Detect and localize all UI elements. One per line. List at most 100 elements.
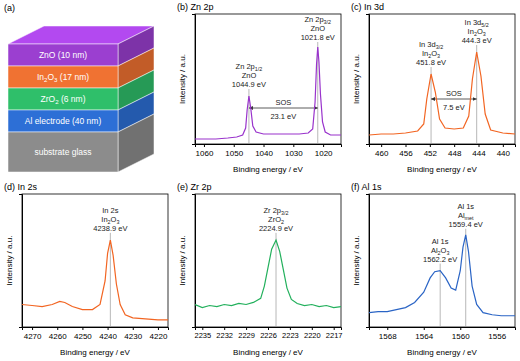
plot-frame xyxy=(195,14,341,144)
spectrum-line xyxy=(22,240,168,320)
x-tick-label: 2217 xyxy=(326,331,343,340)
peak-line xyxy=(465,229,466,327)
x-tick-mark xyxy=(454,144,455,147)
panel-texts: Zr 2p3/2ZrO22224.9 eV(e) Zr 2pBinding en… xyxy=(177,182,304,357)
y-axis-line xyxy=(192,195,196,328)
y-axis xyxy=(366,195,370,328)
sos-label: SOS xyxy=(446,89,462,98)
peak-label: 2224.9 eV xyxy=(259,224,293,233)
y-axis-title: Intensity / a.u. xyxy=(178,236,187,286)
x-tick: 1050 xyxy=(225,144,243,158)
text-segment: ZnO (10 nm) xyxy=(39,50,87,60)
x-tick: 4220 xyxy=(150,327,168,341)
layer-front xyxy=(8,44,118,66)
x-axis-title: Binding energy / eV xyxy=(407,348,477,357)
layer: substrate glass xyxy=(8,114,154,172)
text-segment: Al 1s xyxy=(432,237,449,246)
panel-texts: In 3d3/2In2O3451.8 eVIn 3d5/2In2O3444.3 … xyxy=(351,2,492,174)
layer-side xyxy=(118,114,154,172)
x-tick-mark xyxy=(32,327,33,330)
x-tick-mark xyxy=(479,144,480,147)
x-tick: 448 xyxy=(448,144,462,158)
peak-label: In 2s xyxy=(102,206,119,215)
text-segment: (b) Zn 2p xyxy=(177,2,214,12)
x-tick: 2220 xyxy=(304,327,321,340)
peak-label: 451.8 eV xyxy=(416,58,446,67)
x-tick-mark xyxy=(381,144,382,147)
x-tick-mark xyxy=(323,144,324,147)
spectrum-line xyxy=(195,47,341,139)
x-tick-label: 2223 xyxy=(282,331,299,340)
peak-line xyxy=(110,233,111,327)
panel-label: (a) xyxy=(4,3,15,13)
layer-front xyxy=(8,110,118,132)
x-tick-label: 1060 xyxy=(196,149,214,158)
x-tick-mark xyxy=(334,327,335,330)
text-segment: (17 nm) xyxy=(57,72,89,82)
layer-diagram: (a)ZnO (10 nm)In2O3 (17 nm)ZrO2 (6 nm)Al… xyxy=(4,3,154,172)
x-tick-mark xyxy=(133,327,134,330)
text-segment: 1044.9 eV xyxy=(232,80,266,89)
peak-label: 1021.8 eV xyxy=(301,33,335,42)
x-tick: 456 xyxy=(399,144,413,158)
x-tick-label: 2220 xyxy=(304,331,321,340)
y-axis-title: Intensity / a.u. xyxy=(5,236,14,286)
text-segment: Intensity / a.u. xyxy=(352,236,361,286)
x-tick-label: 1030 xyxy=(285,149,303,158)
peak-line xyxy=(276,233,277,327)
panel-texts: In 2sIn2O34238.9 eV(d) In 2sBinding ener… xyxy=(4,182,131,357)
text-segment: Al electrode (40 nm) xyxy=(25,116,102,126)
y-axis-title: Intensity / a.u. xyxy=(352,54,361,104)
spectrum-panel: 10601050104010301020Zn 2p1/2ZnO1044.9 eV… xyxy=(177,2,342,174)
x-tick-mark xyxy=(424,327,425,330)
x-tick: 1040 xyxy=(255,144,273,158)
text-segment: Binding energy / eV xyxy=(407,165,477,174)
peak-label: Al 1s xyxy=(457,202,474,211)
plot-frame xyxy=(195,194,341,327)
spectrum-line xyxy=(369,235,515,316)
x-axis: 2235 2232 2229 2226 2223 2220 2217 xyxy=(194,327,342,340)
x-tick-label: 1050 xyxy=(225,149,243,158)
x-tick-label: 2232 xyxy=(216,331,233,340)
x-tick-label: 452 xyxy=(424,149,438,158)
x-tick-label: 4260 xyxy=(49,332,67,341)
spectrum-panel: 1568156415601556Al 1sAl2O31562.2 eVAl 1s… xyxy=(351,182,516,357)
text-segment: In 3d xyxy=(419,40,436,49)
text-segment: Intensity / a.u. xyxy=(352,54,361,104)
text-segment: 1559.4 eV xyxy=(449,220,483,229)
x-tick-mark xyxy=(204,144,205,147)
x-tick-label: 1556 xyxy=(488,332,506,341)
peak-label: ZnO xyxy=(310,24,325,33)
text-segment: ZnO xyxy=(242,71,257,80)
text-segment: Binding energy / eV xyxy=(60,348,130,357)
x-tick: 4270 xyxy=(24,327,42,341)
x-axis-title: Binding energy / eV xyxy=(407,165,477,174)
text-segment: Zn 2p xyxy=(236,62,255,71)
x-tick-label: 4270 xyxy=(24,332,42,341)
text-segment: ZrO xyxy=(41,94,56,104)
x-axis-line xyxy=(196,328,342,331)
layer-front xyxy=(8,132,118,172)
x-tick-mark xyxy=(460,327,461,330)
x-tick: 2217 xyxy=(326,327,343,340)
text-segment: 2224.9 eV xyxy=(259,224,293,233)
x-tick: 1060 xyxy=(196,144,214,158)
x-tick: 444 xyxy=(472,144,486,158)
panel-title: (e) Zr 2p xyxy=(177,182,212,192)
text-segment: 444.3 eV xyxy=(462,36,492,45)
spectrum-panel: 460456452448444440In 3d3/2In2O3451.8 eVI… xyxy=(351,2,516,174)
text-segment: substrate glass xyxy=(34,147,91,157)
peak-label: Al 1s xyxy=(432,237,449,246)
x-tick: 4230 xyxy=(124,327,142,341)
x-axis: 460456452448444440 xyxy=(370,144,516,158)
figure: (a)ZnO (10 nm)In2O3 (17 nm)ZrO2 (6 nm)Al… xyxy=(0,0,520,361)
x-tick-label: 460 xyxy=(375,149,389,158)
layer-front xyxy=(8,88,118,110)
x-tick-mark xyxy=(503,144,504,147)
y-axis xyxy=(366,15,370,145)
x-tick: 2229 xyxy=(238,327,255,340)
x-tick-label: 2226 xyxy=(260,331,277,340)
x-axis-line xyxy=(370,328,516,331)
x-tick-label: 2235 xyxy=(194,331,211,340)
x-tick: 1560 xyxy=(452,327,470,341)
